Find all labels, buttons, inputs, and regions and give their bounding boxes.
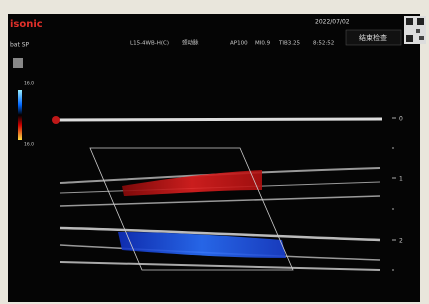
mi: MI0.9: [255, 41, 271, 47]
depth-label: 0: [399, 116, 403, 123]
tib: TIB3.25: [278, 41, 301, 47]
scale-top: 16.0: [24, 81, 34, 87]
qr-code: [404, 16, 426, 44]
icon: [13, 58, 23, 68]
surface-line: [55, 119, 382, 120]
color-bar: [18, 90, 22, 140]
ap: AP100: [230, 41, 248, 47]
end-button-label[interactable]: 结束检查: [359, 33, 387, 42]
scale-bottom: 16.0: [24, 142, 34, 148]
exam: 颈动脉: [182, 39, 199, 47]
marker: [52, 116, 60, 124]
page: isonic bat SP 2022/07/02 L15-4WB-H(C) 颈动…: [0, 0, 429, 304]
probe: L15-4WB-H(C): [130, 41, 169, 47]
date: 2022/07/02: [315, 19, 350, 26]
depth-label: 2: [399, 238, 403, 245]
depth-label: 1: [399, 176, 403, 183]
brand: isonic: [10, 19, 43, 30]
preset: bat SP: [10, 42, 30, 49]
time: 8:52:52: [313, 41, 334, 47]
ultrasound-screen: isonic bat SP 2022/07/02 L15-4WB-H(C) 颈动…: [0, 0, 429, 304]
